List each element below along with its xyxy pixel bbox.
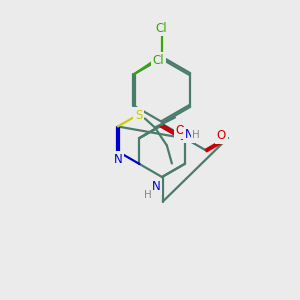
Text: N: N: [113, 153, 122, 166]
Text: N: N: [152, 181, 160, 194]
Text: H: H: [144, 190, 152, 200]
Text: S: S: [135, 109, 142, 122]
Text: Cl: Cl: [155, 22, 167, 34]
Text: O: O: [217, 129, 226, 142]
Text: O: O: [176, 124, 185, 137]
Text: H: H: [192, 130, 200, 140]
Text: Cl: Cl: [152, 53, 164, 67]
Text: N: N: [184, 128, 193, 142]
